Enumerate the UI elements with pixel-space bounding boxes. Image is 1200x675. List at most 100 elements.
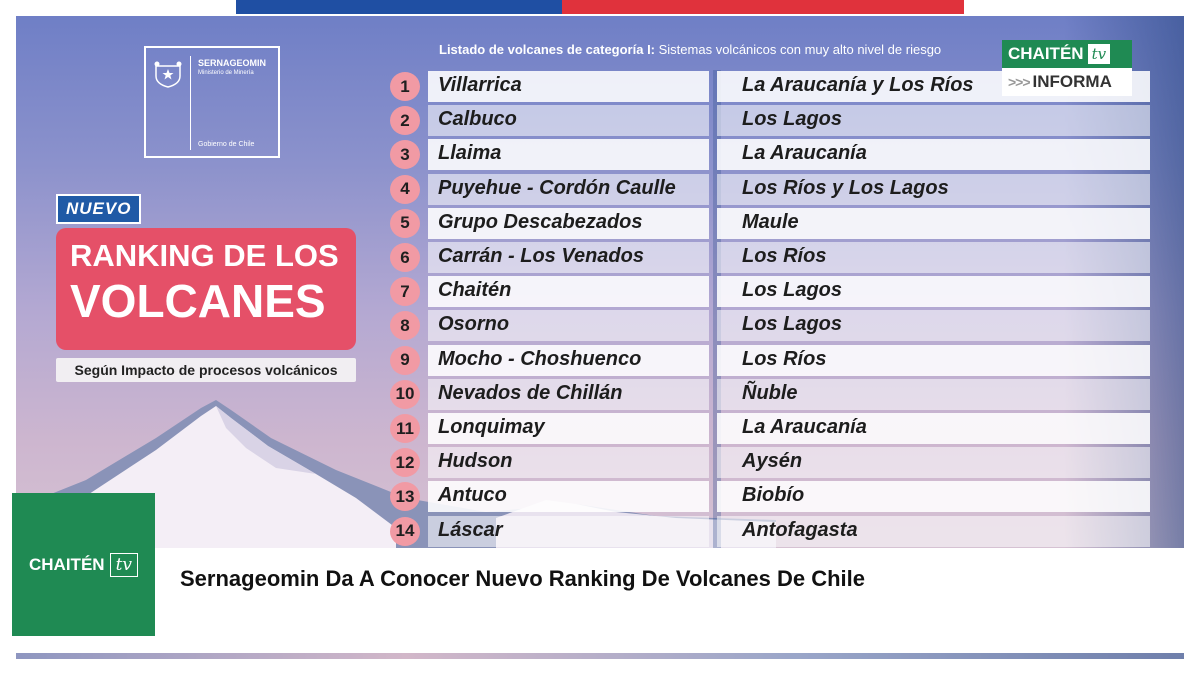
volcano-region: Los Ríos bbox=[742, 245, 827, 267]
volcano-row: 5 Grupo Descabezados Maule bbox=[390, 207, 1150, 240]
square-brand-name: CHAITÉN bbox=[29, 554, 105, 574]
row-cell-name-bg bbox=[428, 105, 709, 137]
title-line-1: RANKING DE LOS bbox=[70, 238, 339, 273]
row-cell-region-bg bbox=[717, 481, 1150, 513]
volcano-region: Los Lagos bbox=[742, 279, 843, 302]
bottom-strip bbox=[16, 653, 1184, 659]
row-cell-region-bg bbox=[717, 276, 1150, 308]
volcano-name: Puyehue - Cordón Caulle bbox=[438, 176, 676, 199]
row-cell-region-bg bbox=[717, 310, 1150, 342]
rank-number: 14 bbox=[390, 516, 420, 546]
column-divider bbox=[713, 70, 721, 548]
volcano-row: 12 Hudson Aysén bbox=[390, 446, 1150, 479]
volcano-region: Los Lagos bbox=[742, 108, 843, 131]
article-headline[interactable]: Sernageomin Da A Conocer Nuevo Ranking D… bbox=[180, 566, 866, 591]
row-cell-region-bg bbox=[717, 515, 1150, 547]
volcano-region: Aysén bbox=[742, 450, 803, 473]
infographic-panel: SERNAGEOMIN Ministerio de Minería Gobier… bbox=[16, 16, 1184, 548]
row-cell-name-bg bbox=[428, 515, 709, 547]
row-cell-region-bg bbox=[717, 173, 1150, 205]
row-cell-name-bg bbox=[428, 344, 709, 376]
row-cell-region-bg bbox=[717, 378, 1150, 410]
volcano-name: Hudson bbox=[438, 450, 513, 473]
row-cell-name-bg bbox=[428, 71, 709, 102]
volcano-name: Llaima bbox=[438, 142, 502, 165]
corner-logo-bottom: >>> INFORMA bbox=[1002, 68, 1132, 96]
row-cell-name-bg bbox=[428, 173, 709, 205]
volcano-name: Villarrica bbox=[438, 74, 522, 96]
rank-number: 1 bbox=[390, 72, 420, 101]
list-header-bold: Listado de volcanes de categoría I: bbox=[439, 42, 656, 57]
row-cell-region-bg bbox=[717, 242, 1150, 273]
rank-number: 9 bbox=[390, 345, 420, 375]
volcano-name: Carrán - Los Venados bbox=[438, 245, 644, 267]
volcano-region: Maule bbox=[742, 210, 799, 233]
volcano-row: 11 Lonquimay La Araucanía bbox=[390, 412, 1150, 445]
logo-government: Gobierno de Chile bbox=[198, 141, 255, 148]
volcano-list: 1 Villarrica La Araucanía y Los Ríos 2 Calbu… bbox=[390, 70, 1150, 548]
chaiten-tv-logo[interactable]: CHAITÉN tv bbox=[12, 493, 155, 636]
row-cell-region-bg bbox=[717, 139, 1150, 171]
volcano-region: La Araucanía bbox=[742, 416, 867, 438]
row-cell-name-bg bbox=[428, 447, 709, 479]
new-badge: NUEVO bbox=[56, 194, 142, 224]
volcano-name: Antuco bbox=[438, 484, 507, 507]
rank-number: 10 bbox=[390, 379, 420, 409]
rank-number: 3 bbox=[390, 140, 420, 170]
row-cell-region-bg bbox=[717, 413, 1150, 444]
arrows-icon: >>> bbox=[1008, 74, 1031, 90]
row-cell-name-bg bbox=[428, 310, 709, 342]
rank-number: 6 bbox=[390, 243, 420, 272]
row-cell-name-bg bbox=[428, 139, 709, 171]
volcano-region: Los Lagos bbox=[742, 313, 843, 336]
logo-divider bbox=[190, 56, 191, 150]
chaiten-tv-informa-logo: CHAITÉN tv >>> INFORMA bbox=[1002, 40, 1132, 96]
logo-org-name: SERNAGEOMIN bbox=[198, 58, 267, 68]
row-cell-name-bg bbox=[428, 378, 709, 410]
chile-coat-of-arms-icon bbox=[154, 61, 182, 88]
volcano-row: 2 Calbuco Los Lagos bbox=[390, 104, 1150, 137]
row-cell-name-bg bbox=[428, 276, 709, 308]
volcano-name: Osorno bbox=[438, 313, 510, 336]
list-header: Listado de volcanes de categoría I: Sist… bbox=[439, 42, 1009, 57]
corner-informa: INFORMA bbox=[1032, 72, 1112, 91]
volcano-row: 6 Carrán - Los Venados Los Ríos bbox=[390, 241, 1150, 274]
volcano-region: Ñuble bbox=[742, 381, 798, 404]
rank-number: 2 bbox=[390, 106, 420, 136]
logo-square-inner: CHAITÉN tv bbox=[29, 552, 138, 577]
volcano-row: 8 Osorno Los Lagos bbox=[390, 309, 1150, 342]
volcano-region: La Araucanía y Los Ríos bbox=[742, 74, 974, 96]
volcano-region: Los Ríos y Los Lagos bbox=[742, 176, 949, 199]
corner-brand-name: CHAITÉN bbox=[1008, 44, 1084, 63]
rank-number: 5 bbox=[390, 208, 420, 238]
row-cell-region-bg bbox=[717, 447, 1150, 479]
rank-number: 13 bbox=[390, 482, 420, 512]
row-cell-region-bg bbox=[717, 105, 1150, 137]
title-card: RANKING DE LOS VOLCANES bbox=[56, 228, 356, 350]
volcano-name: Lonquimay bbox=[438, 416, 545, 438]
volcano-name: Láscar bbox=[438, 518, 503, 541]
logo-ministry: Ministerio de Minería bbox=[198, 70, 254, 76]
rank-number: 12 bbox=[390, 448, 420, 478]
rank-number: 8 bbox=[390, 311, 420, 341]
row-cell-region-bg bbox=[717, 207, 1150, 239]
volcano-region: Antofagasta bbox=[742, 518, 858, 541]
row-cell-name-bg bbox=[428, 481, 709, 513]
flag-stripe-blue bbox=[236, 0, 562, 14]
volcano-name: Grupo Descabezados bbox=[438, 210, 643, 233]
square-brand-tv: tv bbox=[109, 552, 138, 577]
volcano-row: 10 Nevados de Chillán Ñuble bbox=[390, 378, 1150, 411]
volcano-name: Mocho - Choshuenco bbox=[438, 347, 642, 370]
title-line-2: VOLCANES bbox=[70, 275, 326, 327]
volcano-name: Calbuco bbox=[438, 108, 517, 131]
list-header-rest: Sistemas volcánicos con muy alto nivel d… bbox=[655, 42, 942, 57]
corner-logo-top: CHAITÉN tv bbox=[1002, 40, 1132, 68]
rank-number: 7 bbox=[390, 277, 420, 307]
volcano-name: Chaitén bbox=[438, 279, 512, 302]
corner-brand-tv: tv bbox=[1087, 44, 1111, 64]
volcano-row: 7 Chaitén Los Lagos bbox=[390, 275, 1150, 308]
row-cell-name-bg bbox=[428, 413, 709, 444]
volcano-row: 13 Antuco Biobío bbox=[390, 480, 1150, 513]
row-cell-name-bg bbox=[428, 207, 709, 239]
volcano-name: Nevados de Chillán bbox=[438, 381, 623, 404]
